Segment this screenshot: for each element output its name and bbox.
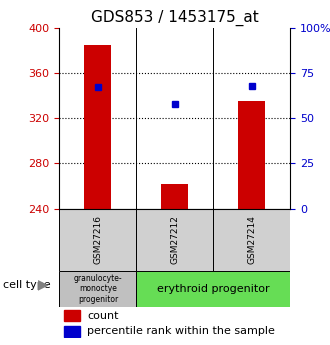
Text: count: count bbox=[87, 311, 118, 321]
Text: cell type: cell type bbox=[3, 280, 51, 289]
Bar bbox=[84, 45, 111, 209]
Text: GSM27216: GSM27216 bbox=[93, 215, 102, 264]
Bar bbox=[214, 209, 290, 271]
Text: granulocyte-
monoctye
progenitor: granulocyte- monoctye progenitor bbox=[74, 274, 122, 304]
Bar bbox=[161, 184, 188, 209]
Text: GSM27214: GSM27214 bbox=[248, 215, 256, 264]
Bar bbox=[59, 271, 136, 307]
Bar bbox=[238, 101, 265, 209]
Bar bbox=[64, 326, 80, 337]
Text: GSM27212: GSM27212 bbox=[170, 215, 180, 264]
Text: erythroid progenitor: erythroid progenitor bbox=[157, 284, 270, 294]
Bar bbox=[59, 209, 136, 271]
Text: percentile rank within the sample: percentile rank within the sample bbox=[87, 326, 275, 336]
Bar bbox=[136, 271, 290, 307]
Title: GDS853 / 1453175_at: GDS853 / 1453175_at bbox=[91, 10, 259, 26]
Text: ▶: ▶ bbox=[38, 278, 49, 292]
Bar bbox=[136, 209, 214, 271]
Bar bbox=[64, 310, 80, 321]
